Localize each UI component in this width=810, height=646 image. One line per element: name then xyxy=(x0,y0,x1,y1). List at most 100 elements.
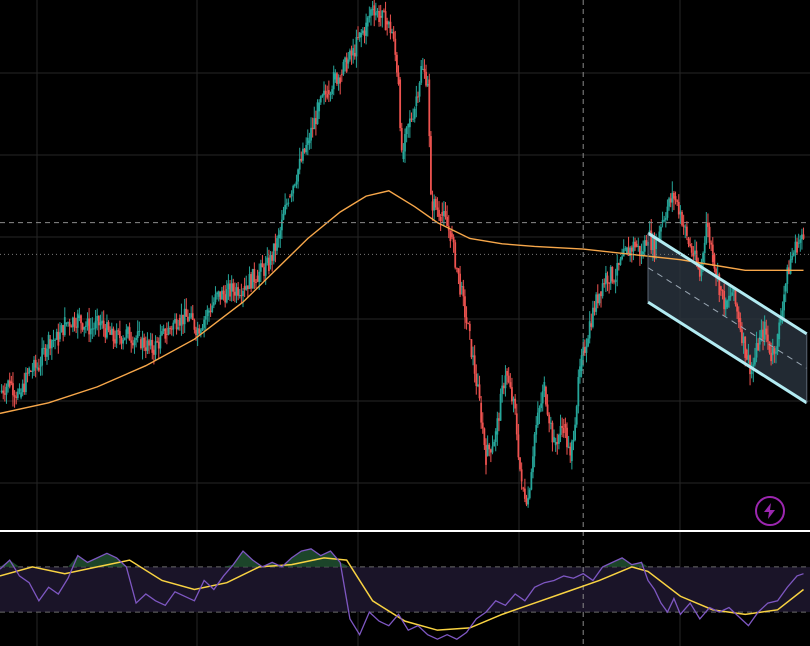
candle xyxy=(255,281,257,283)
flash-button[interactable] xyxy=(755,496,785,526)
candle xyxy=(604,273,607,285)
candle xyxy=(20,392,22,398)
candle xyxy=(125,329,128,338)
candle xyxy=(514,398,517,409)
channel-lower-line xyxy=(647,300,808,405)
candle xyxy=(381,10,384,18)
candle xyxy=(477,384,479,387)
candle xyxy=(219,291,222,300)
candle xyxy=(438,209,440,217)
candle xyxy=(93,328,95,330)
candle xyxy=(5,386,8,395)
candle xyxy=(728,295,730,301)
candle xyxy=(491,446,494,453)
candle xyxy=(417,96,419,98)
candle xyxy=(204,316,207,320)
candle xyxy=(716,274,719,276)
candle xyxy=(658,231,661,240)
candle xyxy=(459,273,461,295)
candle xyxy=(776,334,779,352)
candle xyxy=(10,381,13,384)
candle xyxy=(614,279,617,283)
candle xyxy=(436,207,439,210)
candle xyxy=(253,269,256,282)
candle xyxy=(360,32,363,38)
candle xyxy=(72,317,74,328)
candle xyxy=(444,210,447,217)
candle xyxy=(433,198,436,211)
candle xyxy=(702,253,704,262)
candle xyxy=(485,445,487,465)
candle xyxy=(451,233,453,238)
candle xyxy=(13,395,16,397)
candle xyxy=(266,257,269,263)
candle xyxy=(634,241,636,248)
candle xyxy=(585,346,588,353)
candle xyxy=(39,365,42,367)
candle xyxy=(519,457,521,470)
candle xyxy=(21,383,24,393)
candle xyxy=(127,327,129,334)
candle xyxy=(601,283,604,297)
candle xyxy=(517,434,520,458)
candle xyxy=(97,315,100,326)
candle xyxy=(276,238,278,251)
candle xyxy=(507,375,510,383)
candle xyxy=(488,444,491,450)
candle xyxy=(754,357,756,365)
rsi-ma-line xyxy=(0,557,804,631)
candle xyxy=(635,243,638,247)
candle xyxy=(357,37,359,39)
candle xyxy=(94,320,97,329)
candle xyxy=(373,5,376,16)
candle xyxy=(290,193,293,197)
candle xyxy=(757,343,760,351)
candle xyxy=(684,226,687,228)
rsi-overbought-fill xyxy=(0,548,804,567)
candle xyxy=(673,192,675,199)
candle xyxy=(240,295,243,297)
candle xyxy=(648,230,651,234)
candle xyxy=(65,322,68,324)
candle xyxy=(49,339,52,349)
candle xyxy=(365,22,368,36)
candle xyxy=(613,281,615,283)
candle xyxy=(663,219,666,221)
candle xyxy=(183,308,186,325)
candle xyxy=(339,77,342,84)
candle xyxy=(523,488,526,499)
candle xyxy=(190,313,193,318)
candle xyxy=(396,54,398,73)
candle xyxy=(538,407,541,413)
candle xyxy=(590,323,593,327)
candle xyxy=(583,347,586,353)
candle xyxy=(258,271,261,282)
candle xyxy=(747,355,750,360)
candle xyxy=(502,385,505,389)
candle xyxy=(212,302,215,306)
candle xyxy=(172,322,175,330)
candle xyxy=(118,331,121,339)
candle xyxy=(29,371,32,372)
candle xyxy=(295,181,298,185)
candle xyxy=(376,10,379,13)
candle xyxy=(263,267,265,276)
candle xyxy=(289,196,291,198)
candle xyxy=(489,449,492,453)
candle xyxy=(749,355,751,375)
candle xyxy=(464,296,466,318)
candle xyxy=(345,57,348,72)
candle xyxy=(321,95,324,97)
candle xyxy=(711,244,714,263)
candle xyxy=(715,268,717,276)
candle xyxy=(109,329,112,335)
candle xyxy=(318,102,321,112)
candle xyxy=(687,238,690,245)
candle xyxy=(572,440,575,442)
candle xyxy=(206,309,209,317)
candle xyxy=(136,331,139,339)
candle xyxy=(600,291,602,297)
candle xyxy=(775,351,777,354)
